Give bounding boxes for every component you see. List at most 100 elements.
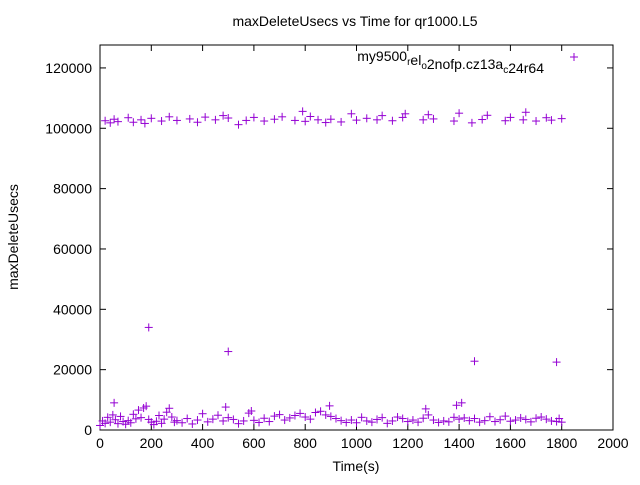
data-point [419, 115, 428, 124]
data-point [306, 415, 315, 424]
data-point [521, 108, 530, 117]
data-point [485, 412, 494, 421]
data-point [403, 417, 412, 426]
data-point [224, 413, 233, 422]
legend-text-part: my9500 [357, 48, 407, 64]
data-point [547, 116, 556, 125]
data-point [470, 357, 479, 366]
data-point [129, 410, 138, 419]
data-point [455, 415, 464, 424]
data-point [314, 115, 323, 124]
plot-border [99, 44, 614, 431]
data-point [224, 347, 233, 356]
data-point [383, 419, 392, 428]
data-point [211, 115, 220, 124]
data-point [113, 117, 122, 126]
data-point [337, 416, 346, 425]
data-point [449, 413, 458, 422]
data-point [265, 417, 274, 426]
data-point [393, 413, 402, 422]
data-point [219, 416, 228, 425]
data-point [378, 413, 387, 422]
data-point [124, 113, 133, 122]
data-point [467, 118, 476, 127]
data-point [160, 415, 169, 424]
data-point [224, 114, 233, 123]
chart-title: maxDeleteUsecs vs Time for qr1000.L5 [232, 13, 477, 29]
data-point [373, 415, 382, 424]
legend: my9500relo2nofp.cz13ac24r64 [357, 48, 578, 76]
x-tick-label: 1600 [495, 435, 526, 451]
data-point [193, 118, 202, 127]
data-point [496, 415, 505, 424]
x-tick-label: 200 [140, 435, 164, 451]
data-point [331, 414, 340, 423]
data-point [347, 109, 356, 118]
data-point [455, 109, 464, 118]
data-point [316, 407, 325, 416]
data-point [475, 418, 484, 427]
data-point [457, 398, 466, 407]
data-point [270, 115, 279, 124]
data-point [106, 418, 115, 427]
data-point [113, 419, 122, 428]
legend-subscript: r [407, 57, 411, 68]
data-point [296, 409, 305, 418]
data-point [362, 114, 371, 123]
data-point [213, 411, 222, 420]
data-point [126, 418, 135, 427]
legend-text-part: 24r64 [508, 60, 544, 76]
data-point [326, 115, 335, 124]
data-point [444, 417, 453, 426]
data-point [165, 404, 174, 413]
data-point [101, 116, 110, 125]
legend-text-part: 2nofp.cz13a [427, 56, 503, 72]
data-point [347, 416, 356, 425]
data-point [519, 115, 528, 124]
x-tick-label: 400 [191, 435, 215, 451]
data-point [147, 114, 156, 123]
y-tick-label: 40000 [53, 301, 92, 317]
data-point [106, 118, 115, 127]
data-point [306, 112, 315, 121]
data-point [511, 416, 520, 425]
data-point [290, 116, 299, 125]
data-point [255, 418, 264, 427]
data-point [183, 414, 192, 423]
y-tick-label: 80000 [53, 181, 92, 197]
y-tick-label: 20000 [53, 362, 92, 378]
data-point [129, 118, 138, 127]
data-point [424, 410, 433, 419]
y-tick-label: 100000 [45, 120, 92, 136]
data-point [378, 111, 387, 120]
data-point [311, 408, 320, 417]
data-point [137, 413, 146, 422]
data-point [434, 418, 443, 427]
data-point [419, 414, 428, 423]
data-point [506, 417, 515, 426]
data-point [201, 113, 210, 122]
data-point [557, 114, 566, 123]
y-tick-label: 120000 [45, 60, 92, 76]
data-point [337, 117, 346, 126]
data-point [298, 107, 307, 116]
data-point [491, 417, 500, 426]
data-point [480, 416, 489, 425]
data-point [408, 416, 417, 425]
data-point [465, 416, 474, 425]
data-point [325, 401, 334, 410]
data-point [301, 117, 310, 126]
data-point [234, 419, 243, 428]
data-point [460, 413, 469, 422]
legend-label: my9500relo2nofp.cz13ac24r64 [357, 48, 544, 76]
legend-marker [570, 53, 578, 61]
data-point [134, 406, 143, 415]
data-point [516, 413, 525, 422]
x-tick-label: 600 [242, 435, 266, 451]
data-point [532, 117, 541, 126]
data-point [429, 416, 438, 425]
data-point [260, 117, 269, 126]
data-point [157, 117, 166, 126]
data-point [429, 114, 438, 123]
